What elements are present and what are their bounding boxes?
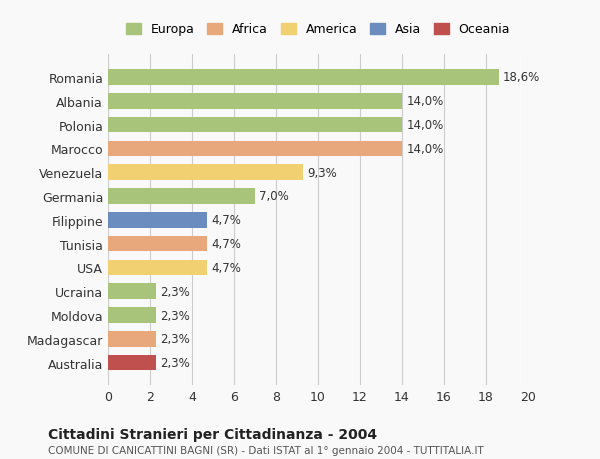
Text: 18,6%: 18,6%	[503, 71, 540, 84]
Bar	[108, 70, 499, 85]
Bar	[108, 118, 402, 133]
Text: 2,3%: 2,3%	[161, 285, 190, 298]
Bar	[108, 355, 156, 370]
Bar	[108, 236, 206, 252]
Bar	[108, 165, 303, 180]
Text: Cittadini Stranieri per Cittadinanza - 2004: Cittadini Stranieri per Cittadinanza - 2…	[48, 427, 377, 441]
Text: 9,3%: 9,3%	[308, 166, 337, 179]
Bar	[108, 141, 402, 157]
Text: 4,7%: 4,7%	[211, 238, 241, 251]
Text: 2,3%: 2,3%	[161, 333, 190, 346]
Text: 2,3%: 2,3%	[161, 356, 190, 369]
Bar	[108, 308, 156, 323]
Bar	[108, 260, 206, 275]
Text: 14,0%: 14,0%	[406, 95, 443, 108]
Bar	[108, 213, 206, 228]
Bar	[108, 331, 156, 347]
Text: 4,7%: 4,7%	[211, 214, 241, 227]
Legend: Europa, Africa, America, Asia, Oceania: Europa, Africa, America, Asia, Oceania	[121, 18, 515, 41]
Text: 2,3%: 2,3%	[161, 309, 190, 322]
Bar	[108, 94, 402, 109]
Text: 14,0%: 14,0%	[406, 119, 443, 132]
Bar	[108, 189, 255, 204]
Text: 4,7%: 4,7%	[211, 261, 241, 274]
Text: 7,0%: 7,0%	[259, 190, 289, 203]
Bar	[108, 284, 156, 299]
Text: COMUNE DI CANICATTINI BAGNI (SR) - Dati ISTAT al 1° gennaio 2004 - TUTTITALIA.IT: COMUNE DI CANICATTINI BAGNI (SR) - Dati …	[48, 445, 484, 455]
Text: 14,0%: 14,0%	[406, 143, 443, 156]
